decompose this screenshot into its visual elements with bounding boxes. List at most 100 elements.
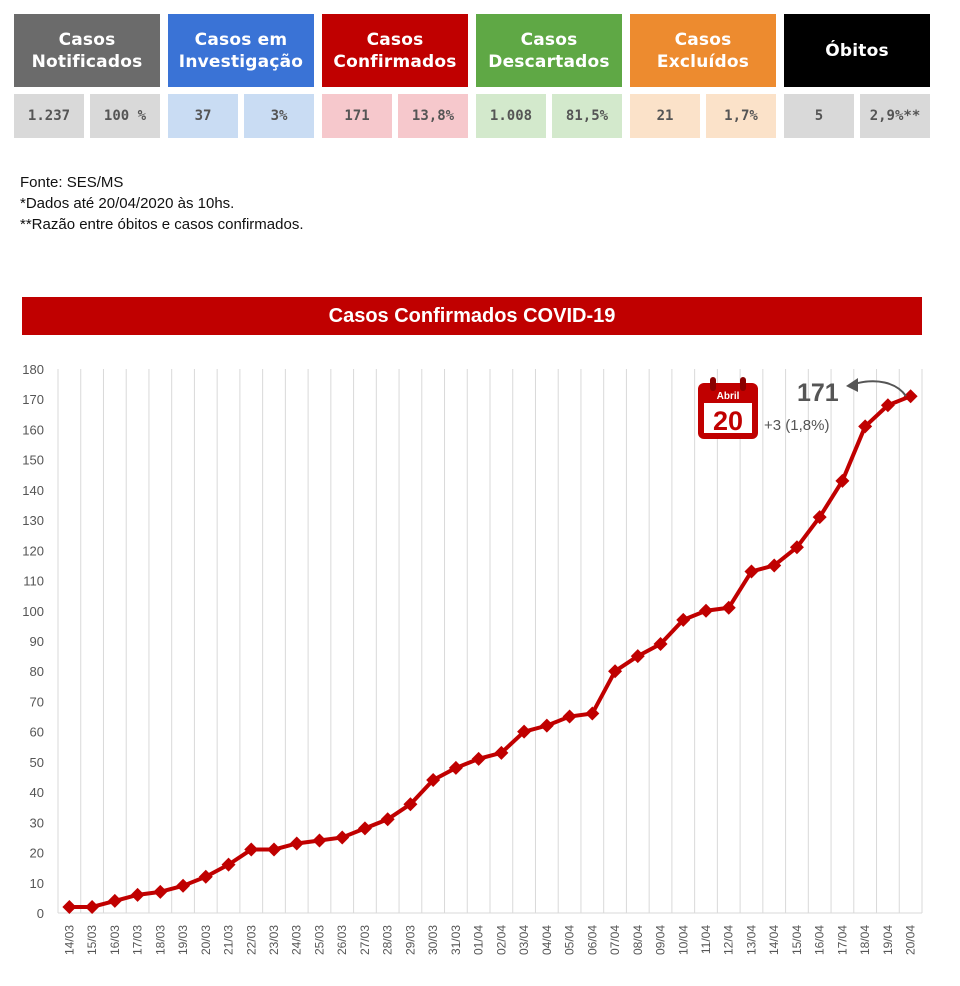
category-percent: 3% [244,94,314,138]
note-ratio: **Razão entre óbitos e casos confirmados… [20,216,304,233]
x-axis: 14/03 15/03 16/03 17/03 18/03 19/03 20/03 21/03… [62,925,917,955]
data-point [471,751,486,766]
y-tick-label: 140 [22,483,44,498]
x-tick-label: 24/03 [290,925,304,955]
x-tick-label: 31/03 [449,925,463,955]
x-tick-label: 17/04 [835,925,849,955]
data-point [267,842,281,857]
note-source: Fonte: SES/MS [20,174,124,191]
data-point [357,821,372,836]
y-tick-label: 20 [30,846,44,861]
x-tick-label: 16/03 [108,925,122,955]
y-axis: 0 10 20 30 40 50 60 70 80 90 100 110 120 130 140 150 160… [22,362,44,921]
calendar-month: Abril [717,391,740,402]
x-tick-label: 18/03 [153,925,167,955]
data-point [676,612,691,627]
x-tick-label: 16/04 [813,925,827,955]
y-tick-label: 160 [22,422,44,437]
data-point [585,706,600,721]
data-point [312,833,327,848]
category-count: 37 [168,94,238,138]
x-tick-label: 02/04 [494,925,508,955]
x-tick-label: 01/04 [472,925,486,955]
category-title: Casos Notificados [31,29,143,72]
calendar-icon: Abril 20 [698,377,758,439]
x-tick-label: 17/03 [131,925,145,955]
chart-title: Casos Confirmados COVID-19 [328,304,616,327]
data-point [289,836,304,851]
data-point [653,637,668,652]
x-tick-label: 19/03 [176,925,190,955]
data-point [562,709,577,724]
y-tick-label: 10 [30,876,44,891]
arrowhead-icon [846,378,858,392]
data-point [221,857,236,872]
data-point [812,510,827,525]
y-tick-label: 150 [22,453,44,468]
y-tick-label: 70 [30,694,44,709]
category-header: Casos Excluídos [630,14,776,87]
category-count: 171 [322,94,392,138]
data-point [130,887,145,902]
x-tick-label: 18/04 [858,925,872,955]
note-data-date: *Dados até 20/04/2020 às 10hs. [20,195,235,212]
y-tick-label: 40 [30,785,44,800]
arrow-icon [853,380,907,397]
grid [57,369,923,914]
x-tick-label: 29/03 [403,925,417,955]
data-point [608,664,623,679]
calendar-day: 20 [713,406,743,436]
category-header: Casos Confirmados [322,14,468,87]
x-tick-label: 22/03 [244,925,258,955]
category-title: Casos Excluídos [656,29,750,72]
x-tick-label: 13/04 [744,925,758,955]
data-point [789,540,804,555]
data-point [380,812,395,827]
category-header: Casos Notificados [14,14,160,87]
data-point [880,398,895,413]
data-point [517,724,532,739]
category-count: 1.008 [476,94,546,138]
x-tick-label: 19/04 [881,925,895,955]
y-tick-label: 130 [22,513,44,528]
summary-category: Casos Excluídos 21 1,7% [630,14,776,138]
data-point [767,558,782,573]
data-point [630,649,645,664]
category-percent: 13,8% [398,94,468,138]
x-tick-label: 20/03 [199,925,213,955]
data-point [403,797,418,812]
data-point [448,760,463,775]
x-tick-label: 21/03 [222,925,236,955]
category-count: 21 [630,94,700,138]
data-points [62,389,918,914]
data-point [744,564,759,579]
category-title: Casos Descartados [488,29,610,72]
y-tick-label: 80 [30,664,44,679]
category-title: Casos Confirmados [333,29,457,72]
category-title: Casos em Investigação [178,29,304,72]
x-tick-label: 10/04 [676,925,690,955]
x-tick-label: 27/03 [358,925,372,955]
data-point [153,884,168,899]
data-point [176,878,191,893]
category-title: Óbitos [825,40,889,61]
category-header: Casos em Investigação [168,14,314,87]
y-tick-label: 100 [22,604,44,619]
category-percent: 81,5% [552,94,622,138]
data-point [107,893,122,908]
data-point [539,718,554,733]
x-tick-label: 06/04 [585,925,599,955]
x-tick-label: 25/03 [312,925,326,955]
data-point [721,600,736,615]
y-tick-label: 50 [30,755,44,770]
data-point [244,842,259,857]
x-tick-label: 15/03 [85,925,99,955]
y-tick-label: 30 [30,815,44,830]
x-tick-label: 28/03 [381,925,395,955]
x-tick-label: 15/04 [790,925,804,955]
category-percent: 1,7% [706,94,776,138]
line-chart: 0 10 20 30 40 50 60 70 80 90 100 110 120 130 140 150 160… [22,362,923,955]
category-percent: 2,9%** [860,94,930,138]
chart-title-bar: Casos Confirmados COVID-19 [22,297,922,335]
data-point [858,419,873,434]
